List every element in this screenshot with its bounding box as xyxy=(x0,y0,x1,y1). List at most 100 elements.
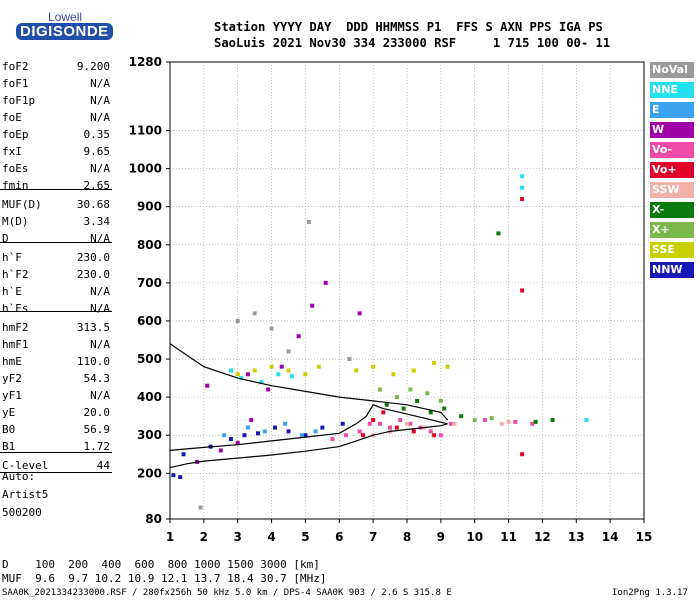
data-point-nnw xyxy=(171,473,176,478)
param-name: B1 xyxy=(2,440,16,453)
header-row1: Station YYYY DAY DDD HHMMSS P1 FFS S AXN… xyxy=(214,20,603,34)
param-name: h`F xyxy=(2,251,22,264)
data-point-x- xyxy=(415,398,420,403)
data-point-vo- xyxy=(367,421,372,426)
data-point-x- xyxy=(428,410,433,415)
data-point-nnw xyxy=(178,475,183,480)
param-row: foEp 0.35 xyxy=(2,128,110,146)
param-value: 1.72 xyxy=(83,440,111,453)
data-point-nnw xyxy=(272,425,277,430)
data-point-w xyxy=(323,280,328,285)
data-point-ssw xyxy=(405,421,409,426)
data-point-noval xyxy=(306,219,311,224)
x-tick-label: 1 xyxy=(166,530,174,544)
legend-item-nne: NNE xyxy=(650,82,694,98)
data-point-w xyxy=(279,364,284,369)
data-point-vo- xyxy=(381,410,386,415)
data-point-x- xyxy=(438,398,443,403)
data-point-sse xyxy=(411,368,416,373)
param-name: foEs xyxy=(2,162,29,175)
lowell-digisonde-logo: Lowell DIGISONDE xyxy=(6,8,126,44)
param-value: 0.35 xyxy=(83,128,111,141)
param-name: foEp xyxy=(2,128,29,141)
data-point-noval xyxy=(198,505,203,510)
data-point-vo- xyxy=(513,419,518,424)
data-point-nne xyxy=(228,368,233,373)
data-point-vo- xyxy=(530,421,535,426)
y-tick-label: 1280 xyxy=(129,55,162,69)
param-name: C-level xyxy=(2,459,49,472)
header-row2: SaoLuis 2021 Nov30 334 233000 RSF 1 715 … xyxy=(214,36,611,50)
data-point-nne xyxy=(276,372,281,377)
param-name: foF1 xyxy=(2,77,29,90)
data-point-sse xyxy=(252,368,257,373)
auto-artist: Artist5 xyxy=(2,488,49,501)
param-row: h`E N/A xyxy=(2,285,110,303)
x-tick-label: 8 xyxy=(403,530,411,544)
param-row: B0 56.9 xyxy=(2,423,110,441)
panel-separator xyxy=(0,311,112,312)
param-row: hmE 110.0 xyxy=(2,355,110,373)
data-point-vo- xyxy=(520,452,525,457)
x-tick-label: 7 xyxy=(369,530,377,544)
y-tick-label: 900 xyxy=(137,200,162,214)
data-point-vo- xyxy=(438,433,443,438)
param-value: 56.9 xyxy=(83,423,111,436)
footer-file-row: SAA0K_2021334233000.RSF / 280fx256h 50 k… xyxy=(2,588,452,598)
param-name: yE xyxy=(2,406,16,419)
legend-item-vo-: Vo- xyxy=(650,142,694,158)
param-row: C-level 44 xyxy=(2,459,110,477)
data-point-nnw xyxy=(181,452,186,457)
param-name: hmF1 xyxy=(2,338,29,351)
param-row: fxI 9.65 xyxy=(2,145,110,163)
data-point-vo- xyxy=(449,421,454,426)
x-tick-label: 11 xyxy=(500,530,517,544)
param-value: 230.0 xyxy=(76,251,110,264)
param-row: foE N/A xyxy=(2,111,110,129)
data-point-vo- xyxy=(482,417,487,422)
y-tick-label: 700 xyxy=(137,276,162,290)
y-tick-label: 80 xyxy=(145,512,162,526)
param-row: hmF2 313.5 xyxy=(2,321,110,339)
data-point-nnw xyxy=(256,431,261,436)
data-point-x- xyxy=(489,416,494,421)
data-point-x- xyxy=(459,414,464,419)
data-point-vo- xyxy=(357,429,362,434)
data-point-nnw xyxy=(320,425,325,430)
x-tick-label: 9 xyxy=(437,530,445,544)
trace-curve-0 xyxy=(169,423,448,469)
param-value: N/A xyxy=(90,389,110,402)
footer-version: Ion2Png 1.3.17 xyxy=(612,588,688,598)
param-row: foF2 9.200 xyxy=(2,60,110,78)
param-value: 9.200 xyxy=(76,60,110,73)
data-point-sse xyxy=(445,364,450,369)
data-point-sse xyxy=(316,364,321,369)
data-point-sse xyxy=(303,372,308,377)
logo-line1: Lowell xyxy=(48,10,83,24)
data-point-sse xyxy=(432,360,437,365)
legend-item-x-: X- xyxy=(650,202,694,218)
data-point-noval xyxy=(252,311,257,316)
data-point-w xyxy=(266,387,271,392)
data-point-x- xyxy=(394,395,399,400)
data-point-w xyxy=(249,417,254,422)
param-value: 3.34 xyxy=(83,215,111,228)
legend-item-w: W xyxy=(650,122,694,138)
param-value: 20.0 xyxy=(83,406,111,419)
x-tick-label: 13 xyxy=(568,530,585,544)
param-value: 2.65 xyxy=(83,179,111,192)
data-point-vo- xyxy=(330,437,335,442)
param-row: foF1p N/A xyxy=(2,94,110,112)
x-tick-label: 15 xyxy=(636,530,653,544)
data-point-x- xyxy=(442,406,447,411)
data-point-nnw xyxy=(228,437,233,442)
trace-curve-1 xyxy=(169,404,448,451)
data-point-w xyxy=(205,383,210,388)
param-row: MUF(D) 30.68 xyxy=(2,198,110,216)
data-point-x- xyxy=(550,417,555,422)
data-point-vo- xyxy=(520,197,525,202)
param-value: N/A xyxy=(90,338,110,351)
param-value: N/A xyxy=(90,111,110,124)
data-point-nnw xyxy=(340,421,345,426)
